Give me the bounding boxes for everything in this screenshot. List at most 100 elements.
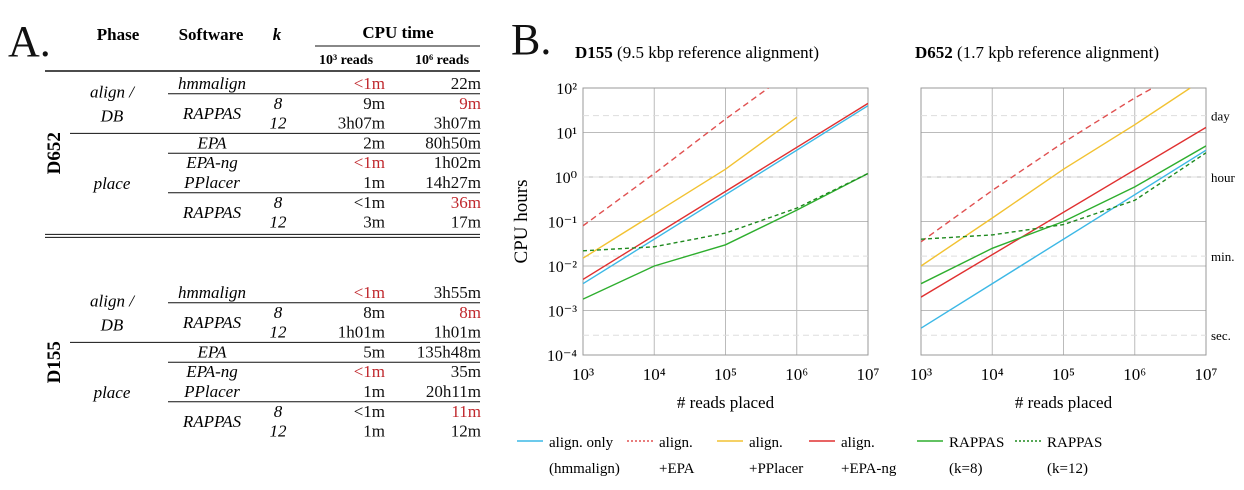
time-1e6: 135h48m <box>417 342 481 361</box>
time-1e3: <1m <box>354 402 385 421</box>
k-value: 12 <box>270 114 288 133</box>
series-line-hmmalign <box>583 105 868 285</box>
series-line-epang <box>583 102 868 280</box>
time-1e6: 35m <box>451 362 481 381</box>
header-phase: Phase <box>97 25 140 44</box>
time-1e3: 1m <box>363 173 385 192</box>
time-1e3: 9m <box>363 94 385 113</box>
software-rappas: RAPPAS <box>182 313 242 332</box>
time-1e3: 1m <box>363 382 385 401</box>
time-1e3: 5m <box>363 342 385 361</box>
series-line-rappas12 <box>921 152 1206 240</box>
header-reads-large: 10⁶ reads <box>415 53 470 68</box>
series-line-hmmalign <box>921 149 1206 329</box>
k-value: 8 <box>274 303 283 322</box>
time-1e3: 8m <box>363 303 385 322</box>
series-line-rappas8 <box>921 145 1206 285</box>
x-tick-label: 10⁴ <box>981 365 1004 384</box>
series-line-pplacer <box>921 88 1191 267</box>
software-epa: EPA <box>197 342 228 361</box>
software-epa-ng: EPA-ng <box>185 362 238 381</box>
phase-label: DB <box>100 107 124 126</box>
reference-label: min. <box>1211 249 1234 264</box>
series-line-rappas12 <box>583 172 868 252</box>
x-tick-label: 10³ <box>910 365 932 384</box>
legend-label: align. only <box>549 435 614 451</box>
series-line-epa <box>921 88 1154 243</box>
time-1e3: <1m <box>354 362 385 381</box>
dataset-label: D652 <box>44 132 65 174</box>
x-tick-label: 10⁵ <box>714 365 737 384</box>
time-1e3: 1h01m <box>338 323 385 342</box>
header-reads-small: 10³ reads <box>319 53 374 68</box>
x-tick-label: 10⁵ <box>1052 365 1075 384</box>
phase-label: place <box>93 383 131 402</box>
time-1e6: 3h07m <box>434 114 481 133</box>
plot-frame <box>920 87 1207 356</box>
legend-label: (hmmalign) <box>549 461 620 477</box>
header-cpu-time: CPU time <box>362 23 434 42</box>
time-1e6: 1h01m <box>434 323 481 342</box>
plot-frame <box>582 87 869 356</box>
time-1e6: 17m <box>451 213 481 232</box>
reference-label: sec. <box>1211 328 1231 343</box>
series-line-epa <box>583 88 769 227</box>
y-axis-label: CPU hours <box>511 180 532 264</box>
time-1e3: 3m <box>363 213 385 232</box>
software-epa: EPA <box>197 133 228 152</box>
legend-label: RAPPAS <box>1047 435 1102 451</box>
software-pplacer: PPlacer <box>183 173 240 192</box>
y-tick-label: 10¹ <box>556 126 577 143</box>
software-rappas: RAPPAS <box>182 412 242 431</box>
software-hmmalign: hmmalign <box>178 283 246 302</box>
time-1e3: 3h07m <box>338 114 385 133</box>
k-value: 12 <box>270 323 288 342</box>
time-1e6: 9m <box>459 94 481 113</box>
legend-label: align. <box>841 435 875 451</box>
software-rappas: RAPPAS <box>182 203 242 222</box>
software-rappas: RAPPAS <box>182 104 242 123</box>
legend-label: RAPPAS <box>949 435 1004 451</box>
time-1e6: 1h02m <box>434 153 481 172</box>
cpu-hours-chart: D155 (9.5 kbp reference alignment) 10³ 10⁴… <box>511 43 1236 477</box>
time-1e3: 1m <box>363 422 385 441</box>
x-tick-label: 10³ <box>572 365 594 384</box>
series-line-pplacer <box>583 116 798 259</box>
panel-b-letter: B. <box>511 15 552 64</box>
software-pplacer: PPlacer <box>183 382 240 401</box>
x-tick-label: 10⁷ <box>857 365 880 384</box>
k-value: 12 <box>270 213 288 232</box>
panel-a-table: A. Phase Software k CPU time 10³ reads 10⁶ re… <box>0 0 495 485</box>
chart-title: D652 (1.7 kpb reference alignment) <box>915 43 1159 62</box>
reference-label: day <box>1211 109 1230 124</box>
time-1e3: <1m <box>354 74 385 93</box>
header-software: Software <box>179 25 244 44</box>
legend-label: align. <box>749 435 783 451</box>
time-1e3: <1m <box>354 153 385 172</box>
y-tick-label: 10⁻¹ <box>548 215 577 232</box>
legend-label: align. <box>659 435 693 451</box>
x-axis-label: # reads placed <box>677 393 775 412</box>
panel-a-letter: A. <box>8 17 51 66</box>
y-tick-label: 10⁻³ <box>548 304 577 321</box>
dataset-label: D155 <box>44 341 65 383</box>
time-1e6: 12m <box>451 422 481 441</box>
k-value: 8 <box>274 193 283 212</box>
legend-label: (k=12) <box>1047 461 1088 477</box>
x-axis-label: # reads placed <box>1015 393 1113 412</box>
cpu-time-table: Phase Software k CPU time 10³ reads 10⁶ reads… <box>44 23 481 441</box>
y-tick-label: 10⁰ <box>555 170 577 187</box>
time-1e6: 20h11m <box>426 382 481 401</box>
legend-label: (k=8) <box>949 461 982 477</box>
time-1e6: 22m <box>451 74 481 93</box>
legend-label: +PPlacer <box>749 461 803 477</box>
y-tick-label: 10⁻² <box>548 259 577 276</box>
time-1e6: 14h27m <box>425 173 481 192</box>
k-value: 8 <box>274 94 283 113</box>
phase-label: align / <box>90 292 136 311</box>
x-tick-label: 10⁶ <box>785 365 808 384</box>
time-1e6: 8m <box>459 303 481 322</box>
time-1e6: 36m <box>451 193 481 212</box>
phase-label: align / <box>90 83 136 102</box>
reference-label: hour <box>1211 170 1236 185</box>
